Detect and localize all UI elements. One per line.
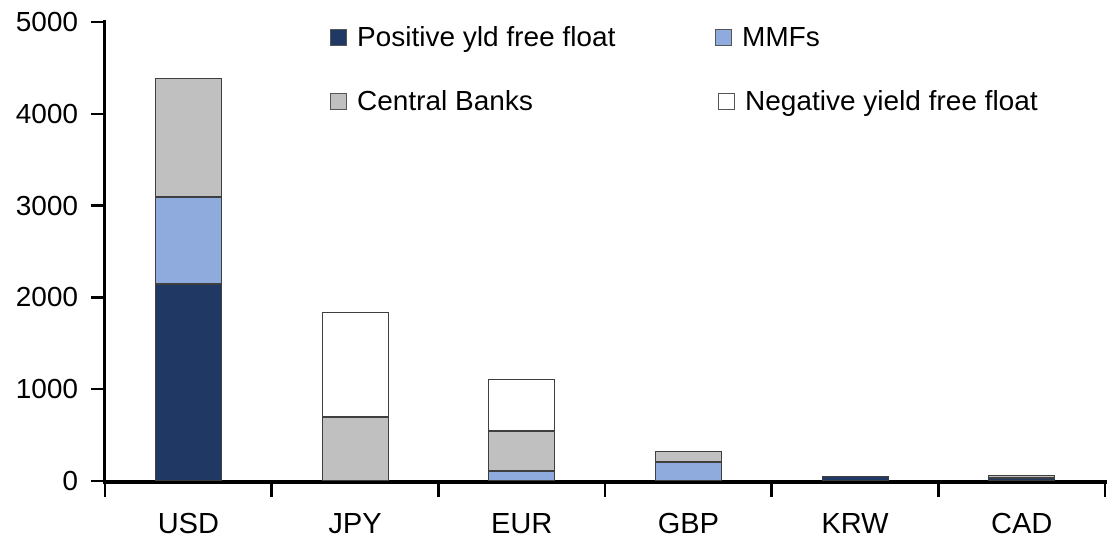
x-axis-tick	[603, 481, 607, 497]
bar-segment	[988, 475, 1056, 479]
bar-segment	[154, 196, 222, 284]
legend-item-mmfs: MMFs	[715, 23, 820, 51]
bar-segment	[821, 476, 889, 481]
legend-swatch-central-banks	[330, 92, 347, 110]
x-axis-tick	[937, 481, 940, 497]
x-category-label: EUR	[491, 508, 553, 540]
y-tick-label: 3000	[15, 189, 78, 221]
x-category-label: USD	[157, 508, 219, 540]
legend-item-central-banks: Central Banks	[330, 87, 533, 115]
x-category-label: GBP	[657, 508, 719, 540]
legend-label-positive-yld-free-float: Positive yld free float	[357, 21, 616, 52]
x-category-label: KRW	[821, 508, 889, 540]
y-axis-tick	[91, 112, 103, 116]
y-axis-tick	[91, 20, 103, 24]
y-tick-label: 2000	[15, 281, 78, 313]
x-category-label: JPY	[328, 508, 382, 540]
bar-segment	[988, 478, 1056, 481]
bar-segment	[154, 78, 222, 197]
bar-segment	[654, 450, 722, 462]
bar-segment	[654, 461, 722, 481]
y-tick-label: 5000	[15, 6, 78, 37]
y-tick-label: 4000	[15, 97, 78, 129]
x-axis-tick	[770, 481, 773, 497]
y-axis-tick	[91, 204, 103, 207]
y-axis-line	[102, 20, 106, 483]
y-tick-label: 0	[62, 465, 78, 496]
legend-item-negative-yield-free-float: Negative yield free float	[718, 87, 1038, 115]
legend-label-central-banks: Central Banks	[357, 85, 533, 116]
y-tick-label: 1000	[15, 373, 78, 405]
bar-segment	[321, 416, 389, 481]
bar-segment	[154, 283, 222, 481]
y-axis-tick	[91, 387, 103, 391]
bar-segment	[488, 379, 556, 432]
legend-item-positive-yld-free-float: Positive yld free float	[330, 23, 615, 51]
x-axis-tick	[270, 481, 273, 497]
y-axis-tick	[91, 479, 103, 483]
legend-swatch-mmfs	[715, 28, 732, 46]
x-axis-tick	[437, 481, 440, 497]
y-axis-tick	[91, 296, 103, 299]
legend-label-negative-yield-free-float: Negative yield free float	[745, 85, 1038, 116]
bar-segment	[321, 312, 389, 417]
x-category-label: CAD	[991, 508, 1053, 540]
bar-segment	[488, 471, 556, 481]
x-axis-tick	[1103, 481, 1107, 497]
legend-label-mmfs: MMFs	[742, 21, 820, 52]
x-axis-tick	[103, 481, 107, 497]
legend-swatch-negative-yield-free-float	[718, 92, 735, 110]
bar-segment	[488, 431, 556, 472]
legend-swatch-positive-yld-free-float	[330, 28, 347, 46]
